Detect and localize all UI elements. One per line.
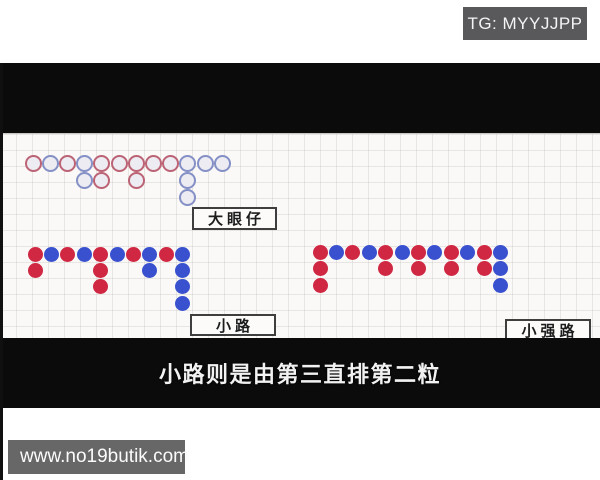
small-bead-red bbox=[158, 246, 174, 262]
small-bead-blue bbox=[175, 246, 191, 262]
cockroach-bead-red bbox=[312, 244, 328, 260]
telegram-watermark-badge: TG: MYYJJPP bbox=[463, 7, 587, 40]
frame-left-edge-strip bbox=[0, 63, 3, 480]
small-bead-red bbox=[125, 246, 141, 262]
big_eye-bead-red bbox=[127, 171, 145, 189]
small-bead-blue bbox=[109, 246, 125, 262]
road-label-small-road: 小路 bbox=[190, 314, 276, 336]
small-bead-blue bbox=[142, 246, 158, 262]
letterbox-bottom-bar: 小路则是由第三直排第二粒 bbox=[0, 338, 600, 408]
big_eye-bead-red bbox=[58, 154, 76, 172]
small-bead-red bbox=[60, 246, 76, 262]
website-watermark-badge: www.no19butik.com bbox=[8, 440, 189, 474]
roadmap-board: 大眼仔 小路 小强路 bbox=[0, 133, 600, 342]
big_eye-bead-blue bbox=[179, 189, 197, 207]
small-bead-blue bbox=[43, 246, 59, 262]
small-bead-red bbox=[27, 246, 43, 262]
cockroach-bead-red bbox=[443, 261, 459, 277]
cockroach-bead-blue bbox=[328, 244, 344, 260]
small-bead-blue bbox=[142, 262, 158, 278]
cockroach-bead-red bbox=[476, 261, 492, 277]
cockroach-bead-red bbox=[410, 261, 426, 277]
big_eye-bead-red bbox=[127, 154, 145, 172]
cockroach-bead-red bbox=[345, 244, 361, 260]
big_eye-bead-blue bbox=[213, 154, 231, 172]
small-bead-blue bbox=[175, 279, 191, 295]
cockroach-bead-blue bbox=[361, 244, 377, 260]
big_eye-bead-red bbox=[93, 171, 111, 189]
cockroach-bead-blue bbox=[394, 244, 410, 260]
small-bead-red bbox=[93, 246, 109, 262]
cockroach-bead-red bbox=[312, 261, 328, 277]
cockroach-bead-red bbox=[476, 244, 492, 260]
cockroach-bead-blue bbox=[492, 261, 508, 277]
small-bead-blue bbox=[175, 295, 191, 311]
big_eye-bead-red bbox=[24, 154, 42, 172]
cockroach-bead-red bbox=[378, 261, 394, 277]
cockroach-bead-red bbox=[410, 244, 426, 260]
big_eye-bead-red bbox=[110, 154, 128, 172]
big_eye-bead-blue bbox=[179, 171, 197, 189]
small-bead-red bbox=[93, 279, 109, 295]
cockroach-bead-red bbox=[378, 244, 394, 260]
big_eye-bead-red bbox=[144, 154, 162, 172]
small-bead-blue bbox=[175, 262, 191, 278]
big_eye-bead-blue bbox=[196, 154, 214, 172]
small-bead-red bbox=[27, 262, 43, 278]
subtitle-caption: 小路则是由第三直排第二粒 bbox=[158, 362, 441, 387]
cockroach-bead-red bbox=[443, 244, 459, 260]
big_eye-bead-blue bbox=[41, 154, 59, 172]
big_eye-bead-blue bbox=[179, 154, 197, 172]
road-label-big-eye: 大眼仔 bbox=[192, 207, 277, 230]
letterbox-top-bar bbox=[0, 63, 600, 133]
cockroach-bead-red bbox=[312, 277, 328, 293]
small-bead-blue bbox=[76, 246, 92, 262]
small-bead-red bbox=[93, 262, 109, 278]
big_eye-bead-red bbox=[162, 154, 180, 172]
cockroach-bead-blue bbox=[492, 244, 508, 260]
cockroach-bead-blue bbox=[427, 244, 443, 260]
cockroach-bead-blue bbox=[492, 277, 508, 293]
big_eye-bead-red bbox=[93, 154, 111, 172]
cockroach-bead-blue bbox=[460, 244, 476, 260]
big_eye-bead-blue bbox=[76, 171, 94, 189]
big_eye-bead-blue bbox=[76, 154, 94, 172]
